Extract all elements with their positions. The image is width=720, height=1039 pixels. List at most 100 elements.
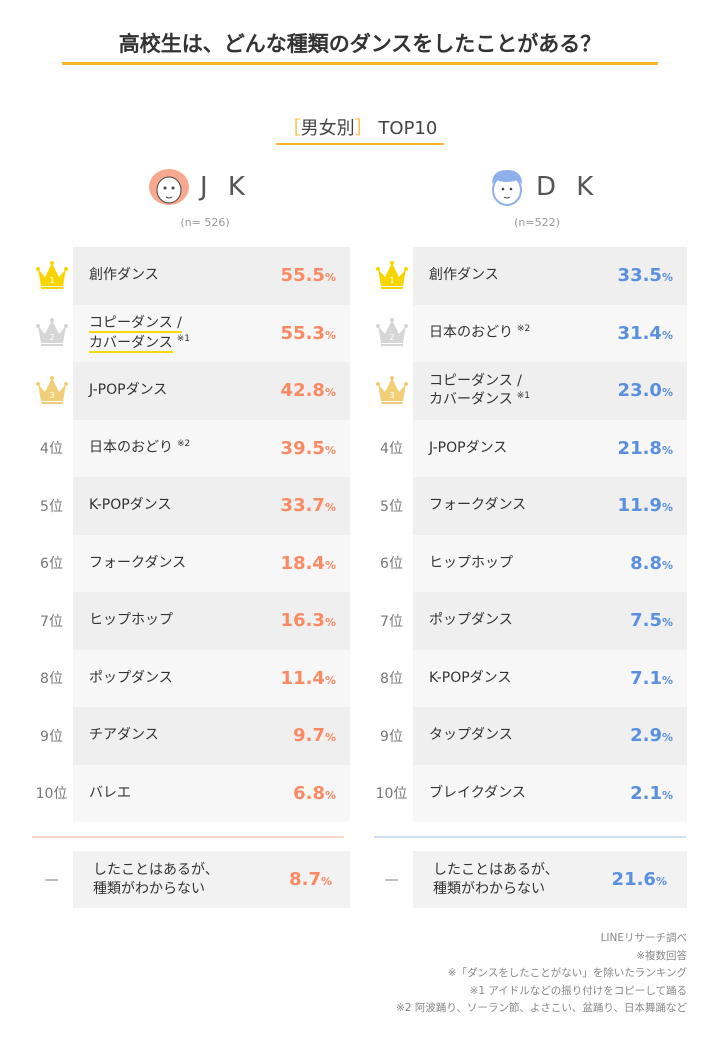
bracket: ［ — [282, 118, 301, 139]
dance-name: したことはあるが、 種類がわからない — [93, 861, 219, 899]
percentage-value: 33.7 — [280, 495, 325, 517]
percentage: 18.4% — [281, 553, 336, 574]
svg-text:3: 3 — [389, 391, 394, 400]
percentage: 16.3% — [281, 610, 336, 631]
percentage-value: 18.4 — [280, 552, 325, 574]
percent-unit: % — [655, 875, 667, 888]
jk-sample-size: (n= 526) — [180, 216, 230, 229]
dance-label: K-POPダンス — [429, 669, 512, 686]
rank-label: — — [44, 871, 59, 888]
table-row: 1 創作ダンス 55.5% — [30, 247, 350, 305]
rank: 5位 — [30, 496, 73, 516]
rank: 3 — [30, 375, 73, 406]
rank: 2 — [370, 318, 413, 348]
percentage-value: 21.6 — [611, 869, 656, 890]
subtitle-label: 男女別 — [300, 118, 355, 139]
rank-label: 8位 — [40, 671, 63, 688]
table-row: 3 コピーダンス / カバーダンス ※1 23.0% — [370, 362, 687, 420]
title-underline — [62, 62, 658, 65]
percentage-value: 16.3 — [280, 610, 325, 632]
percentage-value: 2.1 — [630, 782, 662, 804]
dance-name: ヒップホップ — [429, 554, 513, 573]
dance-label: バレエ — [89, 784, 131, 801]
rank: 8位 — [370, 668, 413, 688]
dance-name: 創作ダンス — [89, 266, 159, 285]
footnote-ref: ※2 — [177, 439, 191, 450]
percentage-value: 7.5 — [630, 610, 662, 632]
percentage: 55.5% — [281, 265, 336, 286]
percentage: 23.0% — [618, 380, 673, 401]
jk-divider — [32, 836, 344, 838]
percentage-value: 21.8 — [617, 437, 662, 459]
table-row: 9位 タップダンス 2.9% — [370, 707, 687, 765]
footnote: ※複数回答 — [636, 949, 687, 962]
percent-unit: % — [324, 386, 336, 400]
table-row: 1 創作ダンス 33.5% — [370, 247, 687, 305]
dance-label: チアダンス — [89, 727, 159, 744]
table-row: 5位 K-POPダンス 33.7% — [30, 477, 350, 535]
percentage: 8.7% — [289, 869, 332, 890]
table-row: 4位 日本のおどり ※2 39.5% — [30, 419, 350, 477]
percent-unit: % — [661, 271, 673, 285]
dance-name: バレエ — [89, 784, 131, 803]
dk-sample-size: (n=522) — [514, 216, 560, 229]
rank-label: 4位 — [380, 441, 403, 458]
unknown-label-line2: 種類がわからない — [433, 880, 545, 897]
rank-label: 4位 — [40, 441, 63, 458]
rank: 8位 — [30, 668, 73, 688]
rank-label: 10位 — [35, 786, 68, 803]
rank-label: 5位 — [380, 498, 403, 515]
rank-label: 8位 — [380, 671, 403, 688]
dk-unknown-row: — したことはあるが、 種類がわからない 21.6% — [370, 851, 687, 908]
svg-text:1: 1 — [49, 276, 54, 285]
rank: 1 — [30, 260, 73, 291]
percentage: 33.7% — [281, 495, 336, 516]
rank-label: 7位 — [380, 613, 403, 630]
table-row: 7位 ヒップホップ 16.3% — [30, 592, 350, 650]
rank-label: — — [384, 871, 399, 888]
rank: 9位 — [30, 726, 73, 746]
percent-unit: % — [661, 558, 673, 572]
dk-divider — [374, 836, 686, 838]
dance-name: ポップダンス — [89, 669, 173, 688]
svg-text:1: 1 — [389, 276, 394, 285]
percentage: 7.1% — [630, 668, 673, 689]
dance-name: コピーダンス / カバーダンス ※1 — [429, 372, 530, 410]
table-row: 6位 フォークダンス 18.4% — [30, 534, 350, 592]
svg-text:2: 2 — [389, 333, 394, 342]
dance-name: チアダンス — [89, 726, 159, 745]
rank-label: 6位 — [380, 556, 403, 573]
percentage-value: 7.1 — [630, 667, 662, 689]
table-row: 10位 ブレイクダンス 2.1% — [370, 764, 687, 822]
dance-label-line2: カバーダンス — [429, 392, 513, 409]
rank: 7位 — [30, 611, 73, 631]
svg-text:2: 2 — [49, 333, 54, 342]
rank: 6位 — [30, 553, 73, 573]
rank: 7位 — [370, 611, 413, 631]
dance-name: K-POPダンス — [429, 669, 511, 688]
percentage: 11.9% — [618, 495, 673, 516]
percentage: 21.8% — [618, 438, 673, 459]
dance-name: フォークダンス — [429, 496, 526, 515]
dance-name: J-POPダンス — [89, 381, 167, 400]
percent-unit: % — [324, 271, 336, 285]
percentage-value: 31.4 — [617, 322, 662, 344]
table-row: 10位 バレエ 6.8% — [30, 764, 350, 822]
dance-name: 日本のおどり ※2 — [89, 438, 190, 458]
dance-name: ポップダンス — [429, 611, 513, 630]
percent-unit: % — [320, 875, 332, 888]
percentage: 9.7% — [293, 725, 336, 746]
bracket: ］ — [354, 118, 373, 139]
percent-unit: % — [661, 501, 673, 515]
crown-icon: 2 — [35, 318, 68, 347]
table-row: 4位 J-POPダンス 21.8% — [370, 419, 687, 477]
dk-header: D K — [488, 168, 599, 206]
dance-label-line2: カバーダンス — [89, 334, 173, 353]
crown-icon: 3 — [35, 375, 68, 404]
subtitle-underline — [276, 143, 444, 145]
dance-label: 創作ダンス — [89, 267, 159, 284]
percent-unit: % — [324, 788, 336, 802]
table-row: 7位 ポップダンス 7.5% — [370, 592, 687, 650]
percent-unit: % — [324, 673, 336, 687]
dance-label: 創作ダンス — [429, 267, 499, 284]
